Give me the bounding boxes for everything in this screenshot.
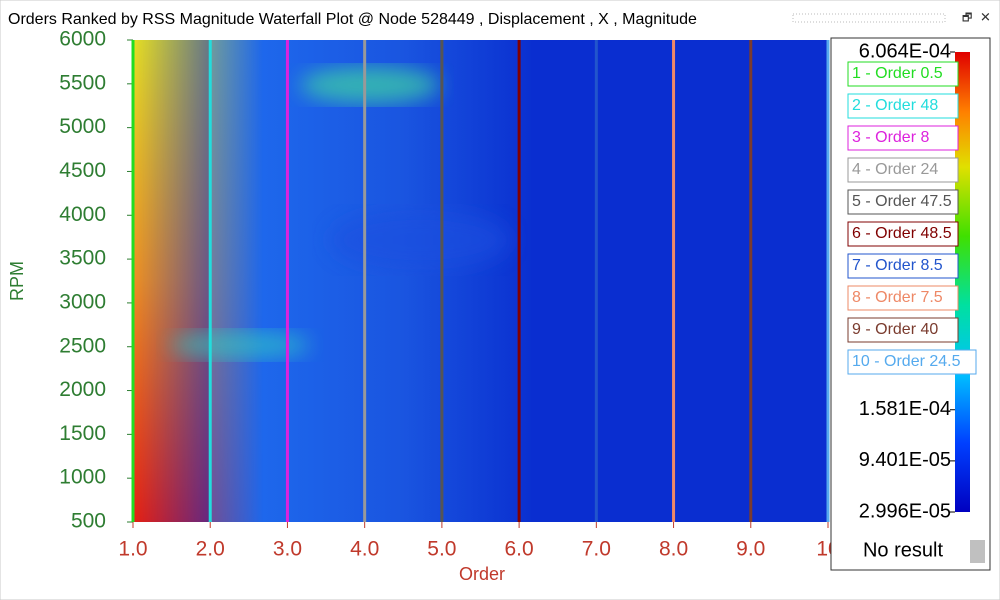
- heatmap: [133, 40, 828, 522]
- colorbar-label: 1.581E-04: [859, 398, 951, 420]
- close-button[interactable]: ✕: [980, 9, 991, 24]
- legend-entry: 3 - Order 8: [852, 129, 929, 146]
- y-tick-label: 500: [71, 510, 106, 533]
- no-result-swatch: [970, 540, 985, 563]
- legend-box: [847, 61, 959, 87]
- legend-box: [847, 125, 959, 151]
- colorbar-label: 9.401E-05: [859, 449, 951, 471]
- window-title: Orders Ranked by RSS Magnitude Waterfall…: [8, 11, 697, 28]
- x-tick-label: 6.0: [505, 538, 534, 561]
- legend-box: [847, 221, 959, 247]
- x-tick-label: 3.0: [273, 538, 302, 561]
- x-tick-label: 1.0: [118, 538, 147, 561]
- y-axis-label: RPM: [7, 261, 27, 301]
- legend-entry: 1 - Order 0.5: [852, 65, 943, 82]
- legend-box: [847, 285, 959, 311]
- colorbar-label: 2.996E-05: [859, 500, 951, 522]
- legend-box: [847, 157, 959, 183]
- grip: [792, 13, 946, 23]
- x-tick-label: 8.0: [659, 538, 688, 561]
- x-tick-label: 4.0: [350, 538, 379, 561]
- y-tick-label: 1000: [59, 466, 106, 489]
- legend-box: [847, 189, 959, 215]
- y-tick-label: 2000: [59, 378, 106, 401]
- legend-box: [847, 349, 977, 375]
- y-tick-label: 4000: [59, 203, 106, 226]
- legend-box: [847, 93, 959, 119]
- x-tick-label: 7.0: [582, 538, 611, 561]
- y-tick-label: 6000: [59, 28, 106, 51]
- y-tick-label: 5500: [59, 71, 106, 94]
- no-result-label: No result: [863, 539, 943, 561]
- x-tick-label: 2.0: [196, 538, 225, 561]
- y-tick-label: 3000: [59, 290, 106, 313]
- y-tick-label: 1500: [59, 422, 106, 445]
- colorbar-label: 6.064E-04: [859, 40, 951, 62]
- legend-entry: 4 - Order 24: [852, 161, 938, 178]
- x-tick-label: 9.0: [736, 538, 765, 561]
- legend-entry: 2 - Order 48: [852, 97, 938, 114]
- legend-entry: 10 - Order 24.5: [852, 353, 961, 370]
- legend-entry: 9 - Order 40: [852, 321, 938, 338]
- x-axis-label: Order: [459, 564, 505, 584]
- x-tick-label: 5.0: [427, 538, 456, 561]
- legend-entry: 8 - Order 7.5: [852, 289, 943, 306]
- legend-box: [847, 253, 959, 279]
- y-tick-label: 4500: [59, 159, 106, 182]
- y-tick-label: 2500: [59, 334, 106, 357]
- y-tick-label: 5000: [59, 115, 106, 138]
- legend-entry: 5 - Order 47.5: [852, 193, 952, 210]
- legend-entry: 7 - Order 8.5: [852, 257, 943, 274]
- legend-entry: 6 - Order 48.5: [852, 225, 952, 242]
- colorbar: [955, 52, 970, 512]
- y-tick-label: 3500: [59, 247, 106, 270]
- legend-box: [847, 317, 959, 343]
- restore-button[interactable]: 🗗: [962, 12, 972, 24]
